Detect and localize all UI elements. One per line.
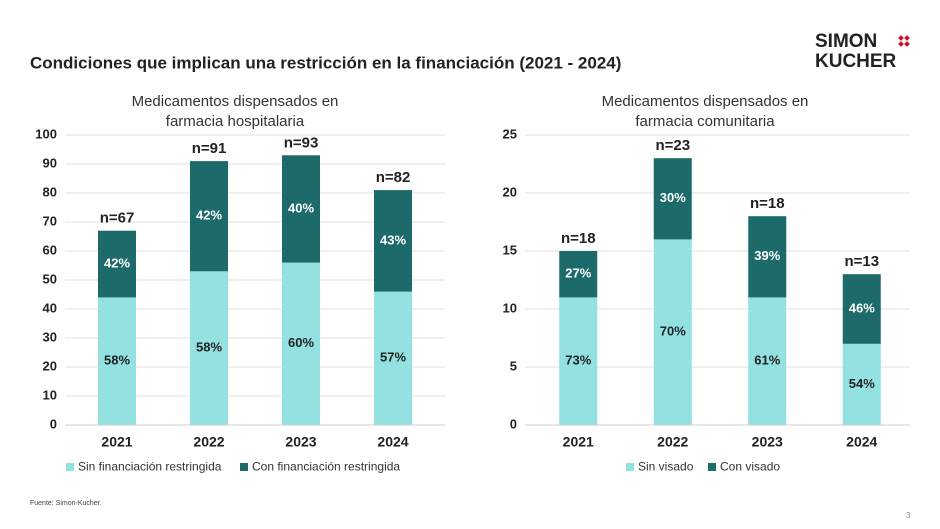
y-tick-label: 60 <box>43 242 57 257</box>
legend-label: Sin visado <box>638 460 694 474</box>
value-label: 57% <box>380 350 406 365</box>
logo: SIMON <box>815 31 877 52</box>
source: Fuente: Simon-Kucher. <box>30 500 102 507</box>
y-tick-label: 80 <box>43 184 57 199</box>
x-tick-label: 2023 <box>285 434 316 450</box>
x-tick-label: 2021 <box>563 434 594 450</box>
y-tick-label: 40 <box>43 300 57 315</box>
y-tick-label: 50 <box>43 271 57 286</box>
value-label: 61% <box>754 353 780 368</box>
total-label: n=23 <box>655 137 690 154</box>
y-tick-label: 70 <box>43 213 57 228</box>
y-tick-label: 20 <box>503 184 517 199</box>
value-label: 40% <box>288 200 314 215</box>
slide-title: Condiciones que implican una restricción… <box>30 53 621 72</box>
bar-segment <box>842 274 881 344</box>
y-tick-label: 20 <box>43 358 57 373</box>
logo: KUCHER <box>815 51 897 72</box>
value-label: 58% <box>196 340 222 355</box>
value-label: 39% <box>754 248 780 263</box>
bar-segment <box>282 262 320 425</box>
bar-segment <box>98 297 136 425</box>
chart-title: Medicamentos dispensados en <box>602 93 809 110</box>
bar-segment <box>190 271 228 425</box>
total-label: n=82 <box>376 169 411 186</box>
value-label: 42% <box>196 208 222 223</box>
value-label: 30% <box>660 190 686 205</box>
page-number: 3 <box>906 511 911 520</box>
bar-segment <box>98 230 136 298</box>
y-tick-label: 25 <box>503 126 517 141</box>
total-label: n=93 <box>284 134 319 151</box>
y-tick-label: 0 <box>50 416 57 431</box>
value-label: 42% <box>104 255 130 270</box>
value-label: 58% <box>104 353 130 368</box>
y-tick-label: 0 <box>510 416 517 431</box>
legend-swatch <box>66 463 74 471</box>
bar-segment <box>653 239 692 425</box>
y-tick-label: 5 <box>510 358 517 373</box>
legend-swatch <box>240 463 248 471</box>
legend-label: Con financiación restringida <box>252 460 400 474</box>
chart-title: farmacia hospitalaria <box>166 113 305 130</box>
total-label: n=18 <box>750 195 785 212</box>
x-tick-label: 2023 <box>752 434 783 450</box>
value-label: 70% <box>660 324 686 339</box>
bar-segment <box>559 297 598 425</box>
bar-segment <box>748 216 787 298</box>
y-tick-label: 10 <box>503 300 517 315</box>
legend-swatch <box>626 463 634 471</box>
bar-segment <box>559 251 598 298</box>
bar-segment <box>842 343 881 425</box>
y-tick-label: 90 <box>43 155 57 170</box>
value-label: 60% <box>288 335 314 350</box>
bar-segment <box>374 291 412 425</box>
value-label: 27% <box>565 266 591 281</box>
value-label: 43% <box>380 232 406 247</box>
chart-title: Medicamentos dispensados en <box>132 93 339 110</box>
total-label: n=18 <box>561 230 596 247</box>
y-tick-label: 15 <box>503 242 517 257</box>
y-tick-label: 100 <box>35 126 57 141</box>
legend-label: Sin financiación restringida <box>78 460 222 474</box>
bar-segment <box>748 297 787 425</box>
total-label: n=67 <box>100 210 135 227</box>
value-label: 54% <box>849 376 875 391</box>
logo-icon <box>898 35 910 47</box>
bar-segment <box>374 190 412 292</box>
total-label: n=91 <box>192 140 227 157</box>
x-tick-label: 2024 <box>377 434 408 450</box>
total-label: n=13 <box>844 253 879 270</box>
x-tick-label: 2021 <box>101 434 132 450</box>
y-tick-label: 30 <box>43 329 57 344</box>
value-label: 73% <box>565 353 591 368</box>
x-tick-label: 2024 <box>846 434 877 450</box>
legend-swatch <box>708 463 716 471</box>
bar-segment <box>653 158 692 240</box>
bar-segment <box>190 161 228 272</box>
x-tick-label: 2022 <box>657 434 688 450</box>
x-tick-label: 2022 <box>193 434 224 450</box>
value-label: 46% <box>849 300 875 315</box>
bar-segment <box>282 155 320 263</box>
legend-label: Con visado <box>720 460 780 474</box>
chart-title: farmacia comunitaria <box>635 113 775 130</box>
y-tick-label: 10 <box>43 387 57 402</box>
